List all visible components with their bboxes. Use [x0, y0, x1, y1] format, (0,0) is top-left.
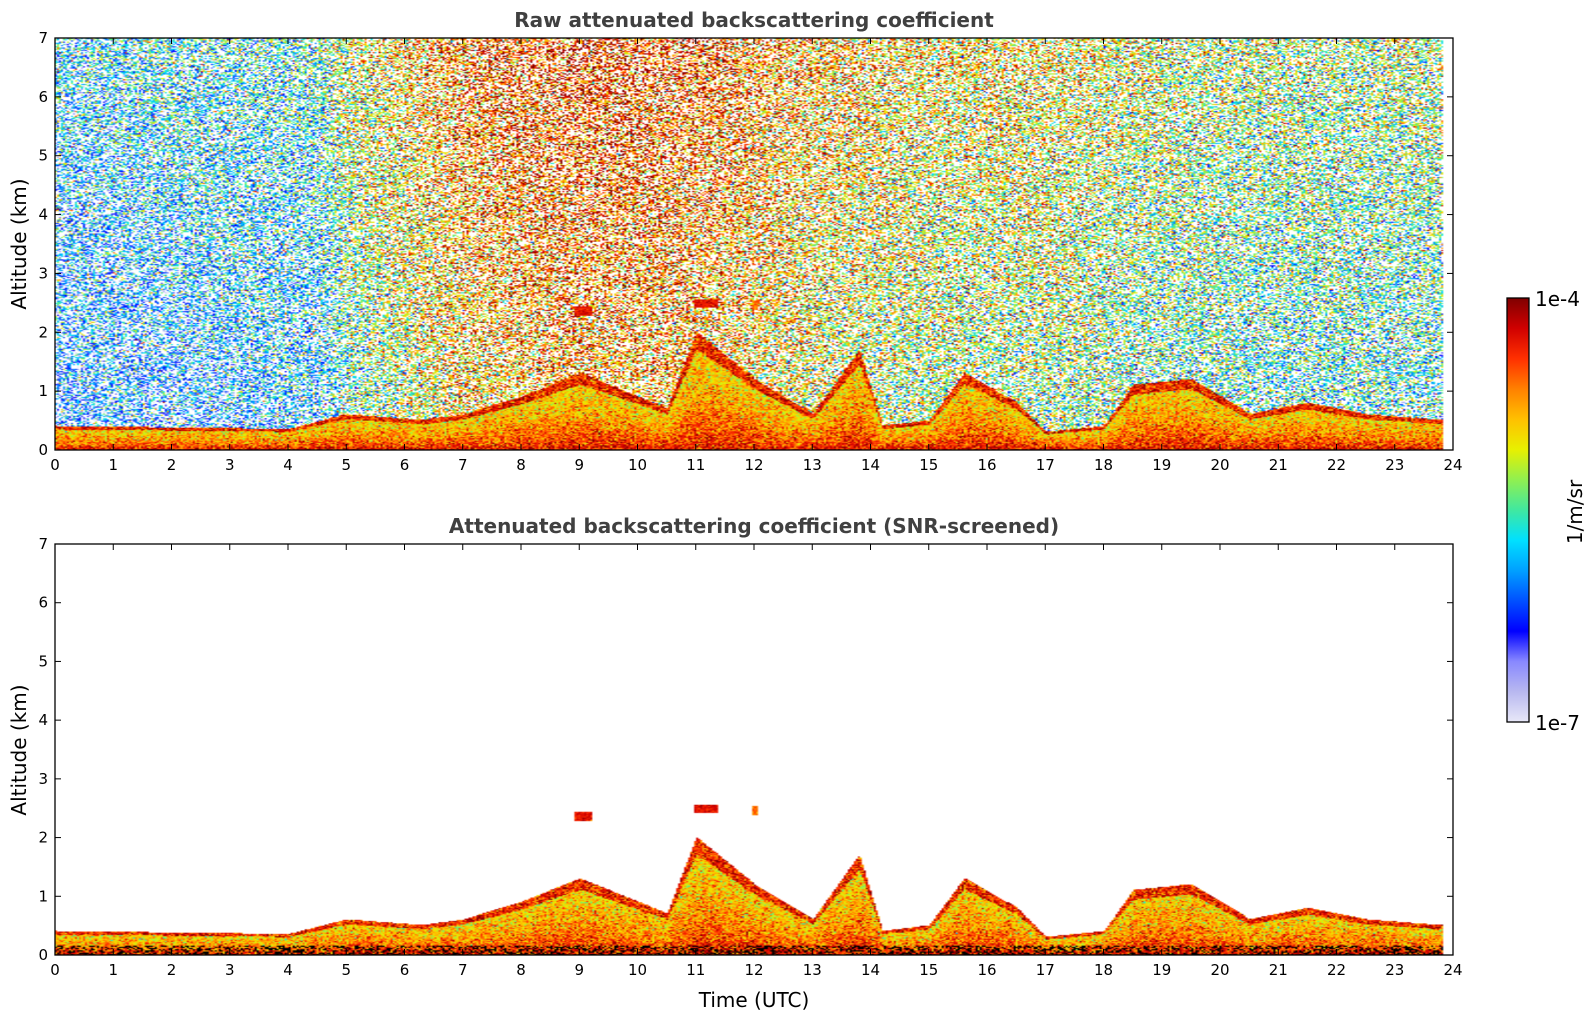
x-tick-label: 2	[167, 961, 177, 979]
x-tick-label: 16	[977, 456, 996, 474]
y-tick-label: 5	[38, 147, 48, 165]
y-tick-label: 4	[38, 206, 48, 224]
x-tick-label: 17	[1036, 456, 1055, 474]
x-tick-label: 4	[283, 456, 293, 474]
x-tick-label: 15	[919, 456, 938, 474]
y-tick-label: 1	[38, 887, 48, 905]
x-tick-label: 10	[628, 456, 647, 474]
x-tick-label: 6	[400, 961, 410, 979]
x-tick-label: 12	[744, 456, 763, 474]
x-tick-label: 24	[1443, 456, 1462, 474]
x-tick-label: 24	[1443, 961, 1462, 979]
raw-backscatter-heatmap	[55, 38, 1453, 450]
y-tick-label: 6	[38, 594, 48, 612]
x-tick-label: 23	[1385, 456, 1404, 474]
x-tick-label: 2	[167, 456, 177, 474]
colorbar-min-label: 1e-7	[1535, 711, 1580, 735]
raw-backscatter-panel: Raw attenuated backscattering coefficien…	[7, 8, 1463, 474]
x-tick-label: 0	[50, 456, 60, 474]
y-tick-label: 7	[38, 535, 48, 553]
x-tick-label: 13	[803, 961, 822, 979]
x-tick-label: 19	[1152, 961, 1171, 979]
xlabel-screened: Time (UTC)	[698, 988, 810, 1012]
colorbar: 1e-4 1e-7 1/m/sr	[1506, 287, 1587, 735]
colorbar-max-label: 1e-4	[1535, 287, 1580, 311]
y-tick-label: 4	[38, 711, 48, 729]
y-tick-label: 7	[38, 29, 48, 47]
y-tick-label: 2	[38, 323, 48, 341]
x-tick-label: 13	[803, 456, 822, 474]
screened-backscatter-heatmap	[55, 544, 1453, 955]
x-tick-label: 3	[225, 456, 235, 474]
y-tick-label: 1	[38, 382, 48, 400]
y-tick-label: 0	[38, 946, 48, 964]
x-tick-label: 8	[516, 961, 526, 979]
x-tick-label: 1	[108, 456, 118, 474]
x-tick-label: 22	[1327, 961, 1346, 979]
x-tick-label: 0	[50, 961, 60, 979]
x-tick-label: 16	[977, 961, 996, 979]
x-tick-label: 6	[400, 456, 410, 474]
x-tick-label: 5	[341, 456, 351, 474]
x-tick-label: 11	[686, 961, 705, 979]
x-tick-label: 17	[1036, 961, 1055, 979]
x-tick-label: 18	[1094, 961, 1113, 979]
x-tick-label: 10	[628, 961, 647, 979]
x-tick-label: 9	[574, 456, 584, 474]
x-tick-label: 7	[458, 961, 468, 979]
y-tick-label: 3	[38, 264, 48, 282]
x-tick-label: 21	[1269, 961, 1288, 979]
colorbar-unit-label: 1/m/sr	[1563, 479, 1587, 544]
x-tick-label: 9	[574, 961, 584, 979]
axis-ticks-screened: 0 1 2 3 4 5 6 7 8 9 10 11 12 13 14 15 16 17 18 19 20 21 22 23 24…	[38, 535, 1462, 979]
x-tick-label: 20	[1210, 961, 1229, 979]
x-tick-label: 12	[744, 961, 763, 979]
ylabel-screened: Altitude (km)	[7, 684, 31, 815]
x-tick-label: 8	[516, 456, 526, 474]
x-tick-label: 19	[1152, 456, 1171, 474]
x-tick-label: 7	[458, 456, 468, 474]
x-tick-label: 18	[1094, 456, 1113, 474]
x-tick-label: 14	[861, 961, 880, 979]
x-tick-label: 14	[861, 456, 880, 474]
x-tick-label: 23	[1385, 961, 1404, 979]
colorbar-fill	[1507, 298, 1529, 722]
y-tick-label: 3	[38, 770, 48, 788]
x-tick-label: 4	[283, 961, 293, 979]
ylabel-raw: Altitude (km)	[7, 178, 31, 309]
chart-title-raw: Raw attenuated backscattering coefficien…	[514, 8, 994, 32]
colorbar-frame	[1506, 297, 1530, 723]
y-tick-label: 5	[38, 652, 48, 670]
axis-ticks-raw: 0 1 2 3 4 5 6 7 8 9 10 11 12 13 14 15 16 17 18 19 20 21 22 23 24…	[38, 29, 1462, 474]
y-tick-label: 6	[38, 88, 48, 106]
x-tick-label: 1	[108, 961, 118, 979]
y-tick-label: 0	[38, 441, 48, 459]
x-tick-label: 5	[341, 961, 351, 979]
x-tick-label: 15	[919, 961, 938, 979]
x-tick-label: 11	[686, 456, 705, 474]
chart-title-screened: Attenuated backscattering coefficient (S…	[449, 514, 1059, 538]
x-tick-label: 20	[1210, 456, 1229, 474]
screened-backscatter-panel: Attenuated backscattering coefficient (S…	[7, 514, 1463, 1012]
x-tick-label: 22	[1327, 456, 1346, 474]
x-tick-label: 3	[225, 961, 235, 979]
x-tick-label: 21	[1269, 456, 1288, 474]
y-tick-label: 2	[38, 829, 48, 847]
